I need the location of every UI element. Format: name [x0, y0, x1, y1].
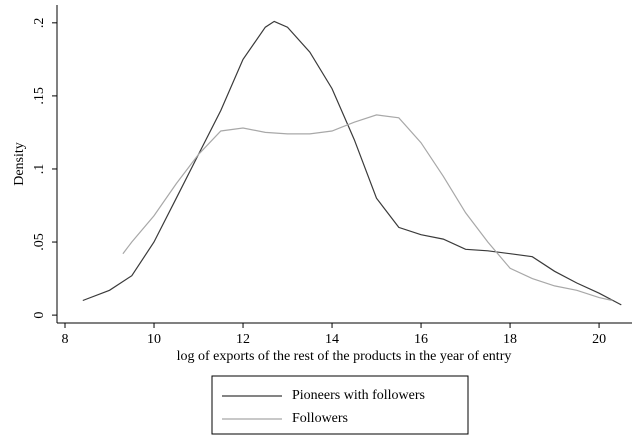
series-line [122, 114, 613, 302]
y-tick-label: .2 [32, 18, 47, 29]
x-tick-label: 10 [147, 332, 161, 347]
x-tick-label: 16 [414, 332, 428, 347]
x-tick-label: 14 [325, 332, 339, 347]
y-tick-label: .15 [32, 87, 47, 105]
legend-box [211, 375, 469, 435]
x-tick-label: 18 [503, 332, 517, 347]
x-tick-label: 20 [592, 332, 606, 347]
y-tick-label: .1 [32, 164, 47, 175]
y-tick-label: .05 [32, 233, 47, 251]
x-axis-label: log of exports of the rest of the produc… [177, 349, 512, 364]
x-tick-label: 8 [62, 332, 69, 347]
y-tick-label: 0 [32, 312, 47, 319]
y-axis-label: Density [12, 142, 27, 186]
x-tick-label: 12 [236, 332, 250, 347]
legend-label: Pioneers with followers [292, 388, 425, 403]
legend-label: Followers [292, 411, 348, 426]
series-line [82, 20, 622, 306]
